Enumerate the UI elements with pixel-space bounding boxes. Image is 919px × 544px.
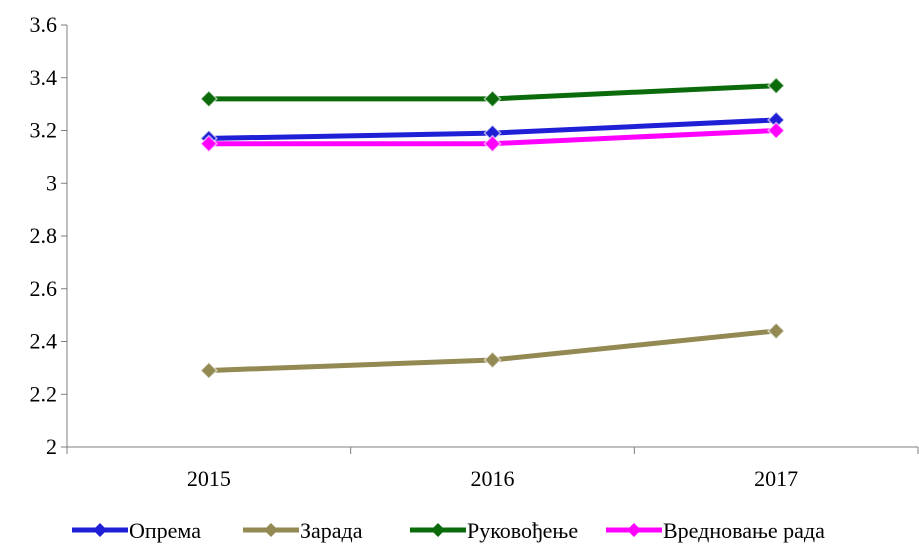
legend-marker xyxy=(627,523,641,537)
legend-item: Опрема xyxy=(72,518,201,543)
y-tick-label: 2.6 xyxy=(30,276,58,301)
legend-item: Зарада xyxy=(243,518,363,543)
legend-marker xyxy=(93,523,107,537)
data-point xyxy=(483,134,502,153)
y-tick-label: 2.4 xyxy=(30,329,58,354)
y-tick-label: 3 xyxy=(46,170,57,195)
data-point xyxy=(767,121,786,140)
y-tick-label: 3.2 xyxy=(30,118,58,143)
chart-axes xyxy=(66,25,918,448)
x-tick-label: 2017 xyxy=(754,466,798,491)
data-point xyxy=(199,361,218,380)
series-4 xyxy=(199,121,786,153)
chart-series xyxy=(199,76,786,380)
data-point xyxy=(483,89,502,108)
data-point xyxy=(483,350,502,370)
legend-label: Руковођење xyxy=(467,518,578,543)
y-axis-ticks: 2 2.2 2.4 2.6 2.8 3 3.2 3.4 3.6 xyxy=(30,12,67,459)
x-axis-ticks: 2015 2016 2017 xyxy=(66,447,919,491)
legend-item: Руковођење xyxy=(410,518,578,543)
y-tick-label: 3.6 xyxy=(30,12,58,37)
y-tick-label: 2 xyxy=(46,434,57,459)
chart-legend: Опрема Зарада Руковођење Вредновање рада xyxy=(72,518,825,543)
legend-item: Вредновање рада xyxy=(606,518,825,543)
y-tick-label: 2.2 xyxy=(30,381,58,406)
legend-marker xyxy=(264,523,278,537)
legend-label: Вредновање рада xyxy=(663,518,825,543)
x-tick-label: 2015 xyxy=(187,466,231,491)
legend-label: Зарада xyxy=(300,518,363,543)
y-tick-label: 2.8 xyxy=(30,223,58,248)
data-point xyxy=(199,89,218,108)
legend-label: Опрема xyxy=(129,518,201,543)
x-tick-label: 2016 xyxy=(471,466,515,491)
data-point xyxy=(199,134,218,153)
data-point xyxy=(767,76,786,95)
y-tick-label: 3.4 xyxy=(30,65,58,90)
legend-marker xyxy=(431,523,445,537)
data-point xyxy=(767,321,786,341)
series-2 xyxy=(199,321,786,380)
series-3 xyxy=(199,76,786,108)
